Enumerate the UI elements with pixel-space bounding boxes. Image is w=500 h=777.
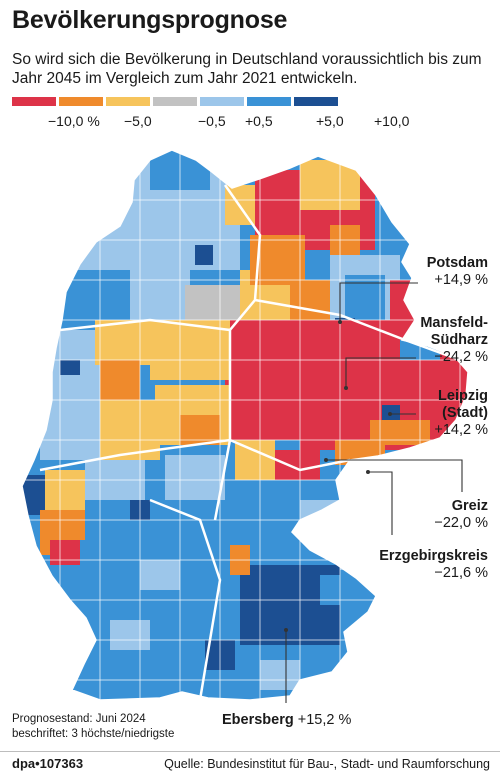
callout-erzgebirgskreis: Erzgebirgskreis −21,6 % xyxy=(379,548,488,582)
callout-ebersberg: Ebersberg +15,2 % xyxy=(222,712,351,729)
leader-line-potsdam xyxy=(339,282,418,322)
footer-divider xyxy=(0,751,500,752)
callout-name: Leipzig xyxy=(438,388,488,404)
footnote-labeling-note: beschriftet: 3 höchste/niedrigste xyxy=(12,728,175,740)
callout-greiz: Greiz −22,0 % xyxy=(434,498,488,532)
legend-label: +0,5 xyxy=(245,113,273,129)
legend-swatch-7 xyxy=(294,97,338,106)
callout-name: Ebersberg xyxy=(222,712,294,728)
callout-value: −24,2 % xyxy=(434,349,488,365)
callout-name: Mansfeld- xyxy=(420,315,488,331)
callout-name: Greiz xyxy=(451,498,488,514)
callout-mansfeld-suedharz: Mansfeld- Südharz −24,2 % xyxy=(420,315,488,366)
source-note: Quelle: Bundesinstitut für Bau-, Stadt- … xyxy=(164,757,490,771)
subtitle: So wird sich die Bevölkerung in Deutschl… xyxy=(12,51,482,87)
callout-value: −22,0 % xyxy=(434,515,488,531)
legend-swatch-6 xyxy=(247,97,291,106)
legend-swatch-4 xyxy=(153,97,197,106)
callout-name: Erzgebirgskreis xyxy=(379,548,488,564)
callout-value: +14,2 % xyxy=(434,422,488,438)
legend-swatch-2 xyxy=(59,97,103,106)
legend-label: +5,0 xyxy=(316,113,344,129)
legend-label: −5,0 xyxy=(124,113,152,129)
footnote: Prognosestand: Juni 2024 beschriftet: 3 … xyxy=(12,712,174,742)
leader-line-erzgebirge xyxy=(368,471,393,535)
callout-name: Potsdam xyxy=(426,255,488,271)
page-title: Bevölkerungsprognose xyxy=(12,6,288,34)
legend-label: −0,5 xyxy=(198,113,226,129)
footnote-forecast-date: Prognosestand: Juni 2024 xyxy=(12,713,146,725)
germany-district-map xyxy=(21,149,469,703)
legend-label: −10,0 % xyxy=(48,113,100,129)
legend-swatch-5 xyxy=(200,97,244,106)
legend-color-scale xyxy=(12,97,338,106)
callout-leipzig: Leipzig (Stadt) +14,2 % xyxy=(434,388,488,439)
legend-label: +10,0 xyxy=(374,113,410,129)
legend-labels: −10,0 % −5,0 −0,5 +0,5 +5,0 +10,0 xyxy=(0,113,500,133)
legend-swatch-1 xyxy=(12,97,56,106)
dpa-credit: dpa•107363 xyxy=(12,756,84,771)
legend-swatch-3 xyxy=(106,97,150,106)
callout-value: +14,9 % xyxy=(434,272,488,288)
callout-value: −21,6 % xyxy=(434,565,488,581)
callout-name: Südharz xyxy=(430,332,488,348)
leader-line-mansfeld xyxy=(345,357,416,388)
callout-name: (Stadt) xyxy=(442,405,488,421)
leader-line-greiz xyxy=(326,459,463,492)
callout-value: +15,2 % xyxy=(297,712,352,728)
callout-potsdam: Potsdam +14,9 % xyxy=(427,255,488,289)
